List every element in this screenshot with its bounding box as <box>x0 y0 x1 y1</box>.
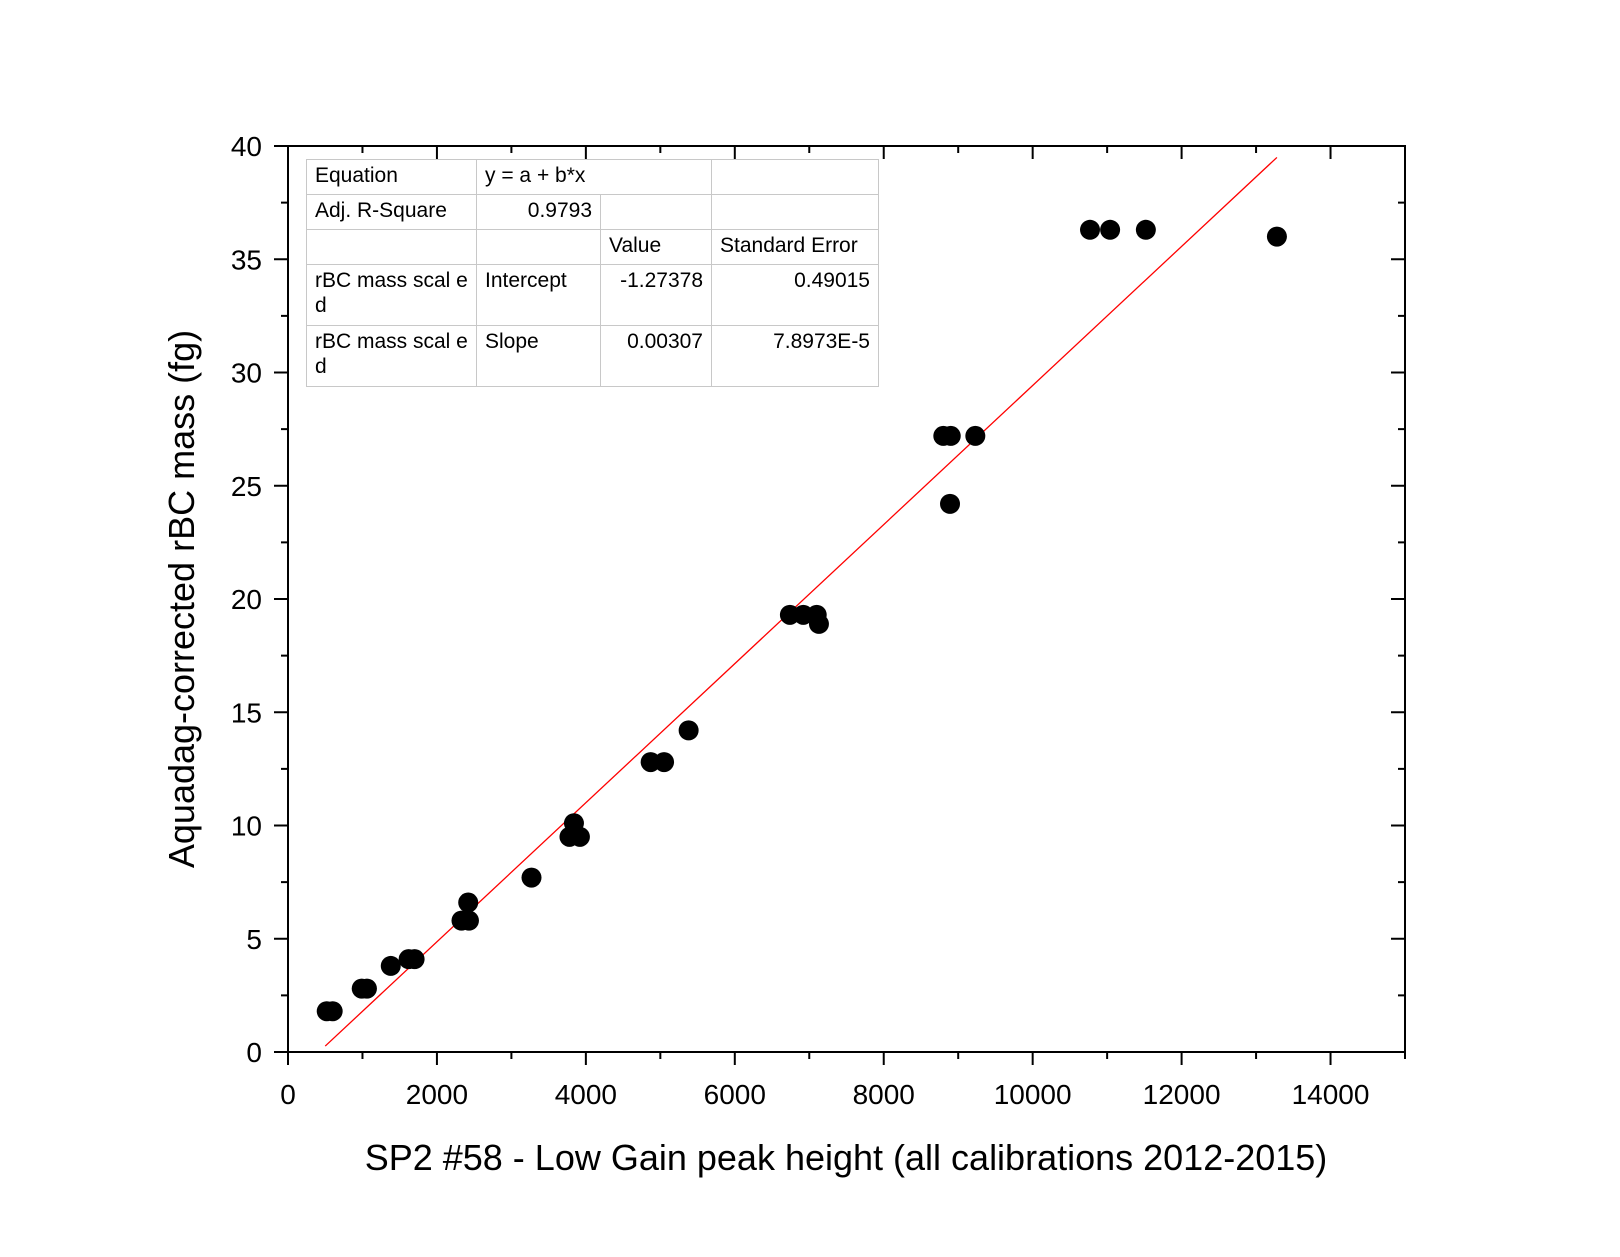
param-series-name: rBC mass scal ed <box>306 325 477 387</box>
x-tick-label: 2000 <box>406 1079 468 1110</box>
x-tick-label: 6000 <box>704 1079 766 1110</box>
empty-cell <box>711 159 879 195</box>
data-point <box>563 813 584 834</box>
param-stderr: 0.49015 <box>711 264 879 326</box>
x-tick-label: 4000 <box>555 1079 617 1110</box>
data-point <box>808 613 829 634</box>
data-point <box>940 425 961 446</box>
stderr-header: Standard Error <box>711 229 879 265</box>
axis-ticks <box>274 145 1406 1065</box>
data-point <box>678 720 699 741</box>
table-row-intercept: rBC mass scal ed Intercept -1.27378 0.49… <box>306 264 879 326</box>
data-point <box>458 892 479 913</box>
empty-cell <box>600 194 712 230</box>
data-point <box>380 955 401 976</box>
y-axis-title: Aquadag-corrected rBC mass (fg) <box>161 330 202 868</box>
table-row-slope: rBC mass scal ed Slope 0.00307 7.8973E-5 <box>306 325 879 387</box>
data-point <box>1080 219 1101 240</box>
param-name: Slope <box>476 325 601 387</box>
param-value: -1.27378 <box>600 264 712 326</box>
data-point <box>322 1001 343 1022</box>
y-tick-label: 15 <box>231 697 262 728</box>
x-tick-labels: 0 2000 4000 6000 8000 10000 12000 14000 <box>280 1079 1369 1110</box>
fit-line <box>324 156 1278 1047</box>
data-point <box>1135 219 1156 240</box>
data-points <box>316 219 1287 1022</box>
y-tick-label: 25 <box>231 471 262 502</box>
table-row-adj-r-square: Adj. R-Square 0.9793 <box>306 194 879 230</box>
y-tick-label: 20 <box>231 584 262 615</box>
adj-r-square-value: 0.9793 <box>476 194 601 230</box>
y-tick-label: 0 <box>246 1037 262 1068</box>
y-tick-label: 35 <box>231 244 262 275</box>
adj-r-square-label: Adj. R-Square <box>306 194 477 230</box>
data-point <box>940 493 961 514</box>
equation-value: y = a + b*x <box>476 159 712 195</box>
x-tick-label: 0 <box>280 1079 296 1110</box>
data-point <box>965 425 986 446</box>
y-tick-labels: 0 5 10 15 20 25 30 35 40 <box>231 131 262 1068</box>
data-point <box>654 752 675 773</box>
table-row-header: Value Standard Error <box>306 229 879 265</box>
y-tick-label: 5 <box>246 924 262 955</box>
y-tick-label: 40 <box>231 131 262 162</box>
data-point <box>458 910 479 931</box>
plot-frame <box>287 145 1406 1053</box>
x-tick-label: 14000 <box>1292 1079 1370 1110</box>
value-header: Value <box>600 229 712 265</box>
data-point <box>521 867 542 888</box>
data-point <box>356 978 377 999</box>
table-row-equation: Equation y = a + b*x <box>306 159 879 195</box>
equation-label: Equation <box>306 159 477 195</box>
y-tick-label: 10 <box>231 811 262 842</box>
x-axis-title: SP2 #58 - Low Gain peak height (all cali… <box>365 1137 1328 1178</box>
param-stderr: 7.8973E-5 <box>711 325 879 387</box>
data-point <box>1266 226 1287 247</box>
fit-line-group <box>324 156 1278 1047</box>
empty-cell <box>711 194 879 230</box>
x-tick-label: 10000 <box>994 1079 1072 1110</box>
empty-cell <box>306 229 477 265</box>
param-value: 0.00307 <box>600 325 712 387</box>
data-point <box>404 949 425 970</box>
empty-cell <box>476 229 601 265</box>
fit-results-table: Equation y = a + b*x Adj. R-Square 0.979… <box>306 159 879 387</box>
x-tick-label: 8000 <box>853 1079 915 1110</box>
x-tick-label: 12000 <box>1143 1079 1221 1110</box>
data-point <box>1100 219 1121 240</box>
param-name: Intercept <box>476 264 601 326</box>
param-series-name: rBC mass scal ed <box>306 264 477 326</box>
y-tick-label: 30 <box>231 358 262 389</box>
